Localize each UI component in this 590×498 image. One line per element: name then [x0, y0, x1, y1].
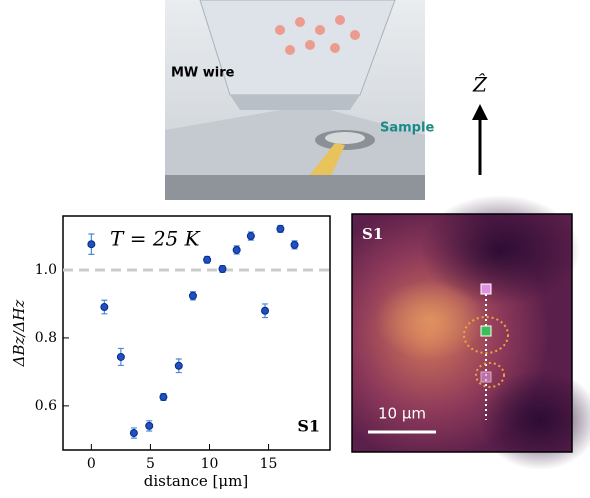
point: [219, 265, 226, 272]
figure: MW wire Sample Ẑ distance [μm] ΔBz/ΔHz T…: [0, 0, 590, 494]
heatmap: S1 10 μm: [352, 195, 590, 470]
y-tick-label: 1.0: [35, 262, 57, 278]
x-tick-label: 5: [146, 456, 155, 472]
x-axis-label: distance [μm]: [144, 472, 248, 490]
sample-label: Sample: [380, 121, 434, 136]
point: [117, 353, 124, 360]
scale-label: 10 μm: [378, 405, 426, 423]
y-axis-label: ΔBz/ΔHz: [10, 300, 28, 368]
point: [277, 225, 284, 232]
point: [291, 241, 298, 248]
illustration: MW wire Sample Ẑ: [165, 0, 488, 200]
point: [101, 304, 108, 311]
point: [175, 362, 182, 369]
plot-frame: [63, 216, 330, 450]
y-tick-label: 0.8: [35, 330, 57, 346]
point: [130, 430, 137, 437]
point: [160, 394, 167, 401]
annotation: T = 25 K: [110, 227, 201, 251]
panel-label: S1: [297, 417, 320, 436]
point: [88, 241, 95, 248]
axis-label: Ẑ: [472, 73, 488, 97]
x-tick-label: 0: [87, 456, 96, 472]
point: [247, 233, 254, 240]
y-tick-label: 0.6: [35, 398, 57, 414]
x-tick-label: 15: [260, 456, 278, 472]
point: [262, 307, 269, 314]
point: [146, 422, 153, 429]
point: [233, 246, 240, 253]
wire-label: MW wire: [171, 66, 235, 81]
point: [189, 292, 196, 299]
image-panel-label: S1: [362, 225, 383, 243]
x-tick-label: 10: [201, 456, 219, 472]
chart: distance [μm] ΔBz/ΔHz T = 25 K S1 0 5 10 15…: [10, 216, 330, 490]
point: [204, 256, 211, 263]
